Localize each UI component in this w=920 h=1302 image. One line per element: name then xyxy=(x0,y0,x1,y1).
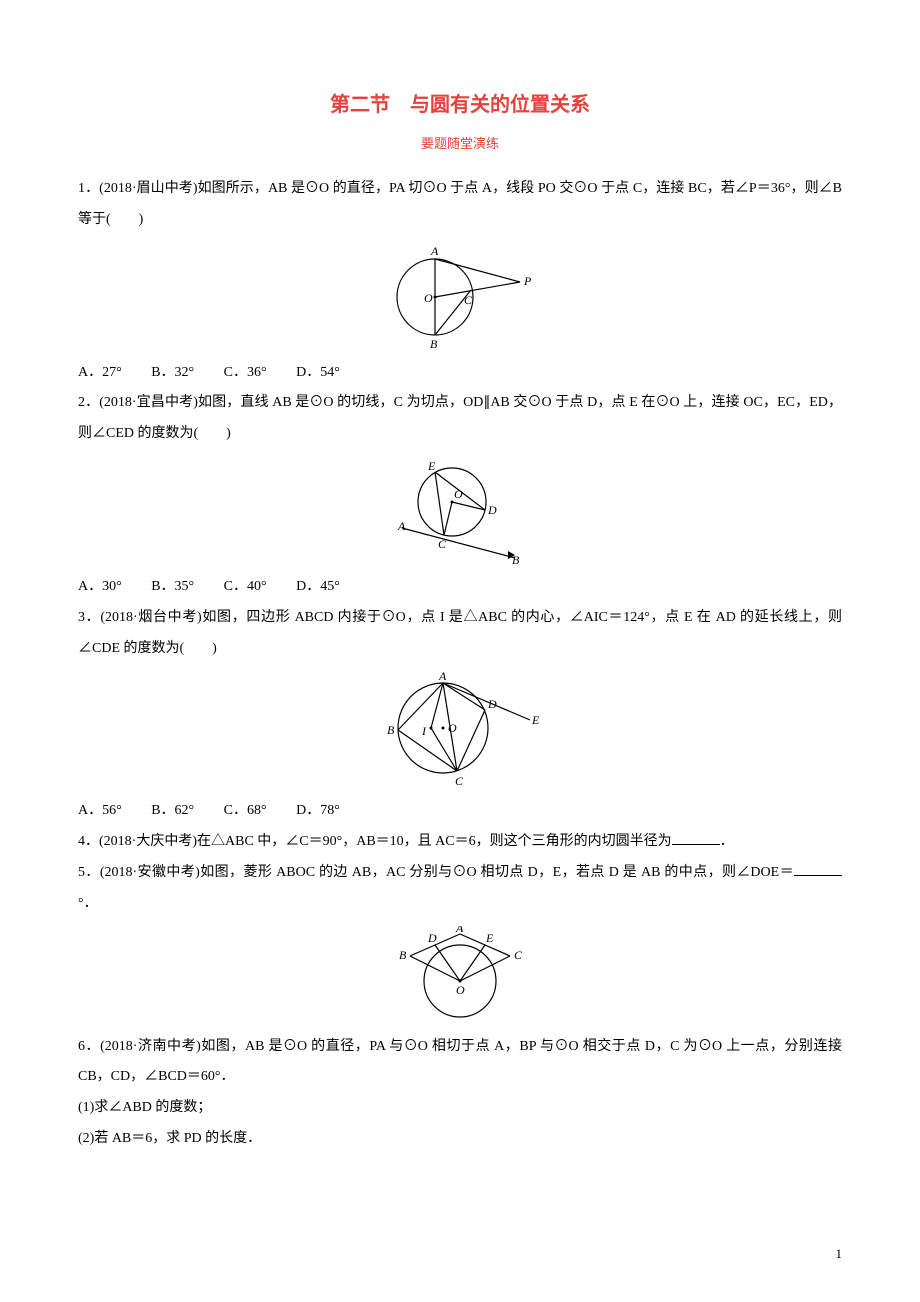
q1-choice-d: D．54° xyxy=(296,365,340,380)
q6-prefix: 6． xyxy=(78,1039,100,1054)
q2-choice-c: C．40° xyxy=(224,579,267,594)
q2-diagram: E O D A C B xyxy=(390,456,530,566)
q5-text-after: °． xyxy=(78,896,98,911)
question-6: 6．(2018·济南中考)如图，AB 是⊙O 的直径，PA 与⊙O 相切于点 A… xyxy=(78,1032,842,1094)
svg-text:O: O xyxy=(424,291,433,305)
q4-text-before: 在△ABC 中，∠C＝90°，AB＝10，且 AC＝6，则这个三角形的内切圆半径… xyxy=(197,834,672,849)
q3-choice-c: C．68° xyxy=(224,803,267,818)
svg-text:E: E xyxy=(427,459,436,473)
q3-choice-b: B．62° xyxy=(151,803,194,818)
q4-prefix: 4． xyxy=(78,834,99,849)
q6-tag: (2018·济南中考) xyxy=(100,1039,201,1054)
q4-blank xyxy=(672,831,720,845)
svg-text:A: A xyxy=(455,926,464,935)
q6-part1: (1)求∠ABD 的度数； xyxy=(78,1093,842,1124)
q2-choice-a: A．30° xyxy=(78,579,122,594)
page-number: 1 xyxy=(836,1246,843,1262)
q6-part2: (2)若 AB＝6，求 PD 的长度． xyxy=(78,1124,842,1155)
svg-text:D: D xyxy=(487,697,497,711)
svg-text:D: D xyxy=(487,503,497,517)
svg-text:A: A xyxy=(430,244,439,258)
q2-figure: E O D A C B xyxy=(78,456,842,566)
question-1: 1．(2018·眉山中考)如图所示，AB 是⊙O 的直径，PA 切⊙O 于点 A… xyxy=(78,174,842,236)
q1-choices: A．27° B．32° C．36° D．54° xyxy=(78,358,842,389)
svg-text:E: E xyxy=(485,931,494,945)
svg-text:C: C xyxy=(438,537,447,551)
svg-text:C: C xyxy=(514,948,523,962)
svg-text:O: O xyxy=(456,983,465,997)
q5-blank xyxy=(794,862,842,876)
q3-choices: A．56° B．62° C．68° D．78° xyxy=(78,796,842,827)
svg-text:I: I xyxy=(421,724,427,738)
q1-prefix: 1． xyxy=(78,181,99,196)
q3-choice-d: D．78° xyxy=(296,803,340,818)
q1-choice-a: A．27° xyxy=(78,365,122,380)
svg-text:O: O xyxy=(454,487,463,501)
question-3: 3．(2018·烟台中考)如图，四边形 ABCD 内接于⊙O，点 I 是△ABC… xyxy=(78,603,842,665)
q1-choice-c: C．36° xyxy=(224,365,267,380)
svg-text:D: D xyxy=(427,931,437,945)
q2-choice-b: B．35° xyxy=(151,579,194,594)
svg-text:O: O xyxy=(448,721,457,735)
svg-text:A: A xyxy=(397,519,406,533)
q5-diagram: A D E B C O xyxy=(390,926,530,1026)
svg-text:E: E xyxy=(531,713,540,727)
q2-choices: A．30° B．35° C．40° D．45° xyxy=(78,572,842,603)
svg-text:A: A xyxy=(438,670,447,683)
q2-tag: (2018·宜昌中考) xyxy=(99,395,198,410)
q1-tag: (2018·眉山中考) xyxy=(99,181,197,196)
q3-prefix: 3． xyxy=(78,610,100,625)
svg-text:P: P xyxy=(523,274,532,288)
q2-prefix: 2． xyxy=(78,395,99,410)
q5-figure: A D E B C O xyxy=(78,926,842,1026)
question-5: 5．(2018·安徽中考)如图，菱形 ABOC 的边 AB，AC 分别与⊙O 相… xyxy=(78,858,842,920)
q3-choice-a: A．56° xyxy=(78,803,122,818)
q4-tag: (2018·大庆中考) xyxy=(99,834,197,849)
svg-text:B: B xyxy=(430,337,438,351)
page-title: 第二节 与圆有关的位置关系 xyxy=(78,88,842,117)
q1-diagram: A P O C B xyxy=(380,242,540,352)
q5-text-before: 如图，菱形 ABOC 的边 AB，AC 分别与⊙O 相切点 D，E，若点 D 是… xyxy=(200,865,794,880)
svg-text:C: C xyxy=(464,293,473,307)
question-4: 4．(2018·大庆中考)在△ABC 中，∠C＝90°，AB＝10，且 AC＝6… xyxy=(78,827,842,858)
svg-text:C: C xyxy=(455,774,464,788)
svg-text:B: B xyxy=(399,948,407,962)
q2-choice-d: D．45° xyxy=(296,579,340,594)
q3-diagram: A D E B I O C xyxy=(375,670,545,790)
q5-prefix: 5． xyxy=(78,865,100,880)
svg-text:B: B xyxy=(387,723,395,737)
q5-tag: (2018·安徽中考) xyxy=(100,865,200,880)
q3-figure: A D E B I O C xyxy=(78,670,842,790)
q3-tag: (2018·烟台中考) xyxy=(100,610,201,625)
page-subtitle: 要题随堂演练 xyxy=(78,133,842,152)
question-2: 2．(2018·宜昌中考)如图，直线 AB 是⊙O 的切线，C 为切点，OD∥A… xyxy=(78,388,842,450)
q1-choice-b: B．32° xyxy=(151,365,194,380)
q4-text-after: ． xyxy=(720,834,734,849)
q1-figure: A P O C B xyxy=(78,242,842,352)
